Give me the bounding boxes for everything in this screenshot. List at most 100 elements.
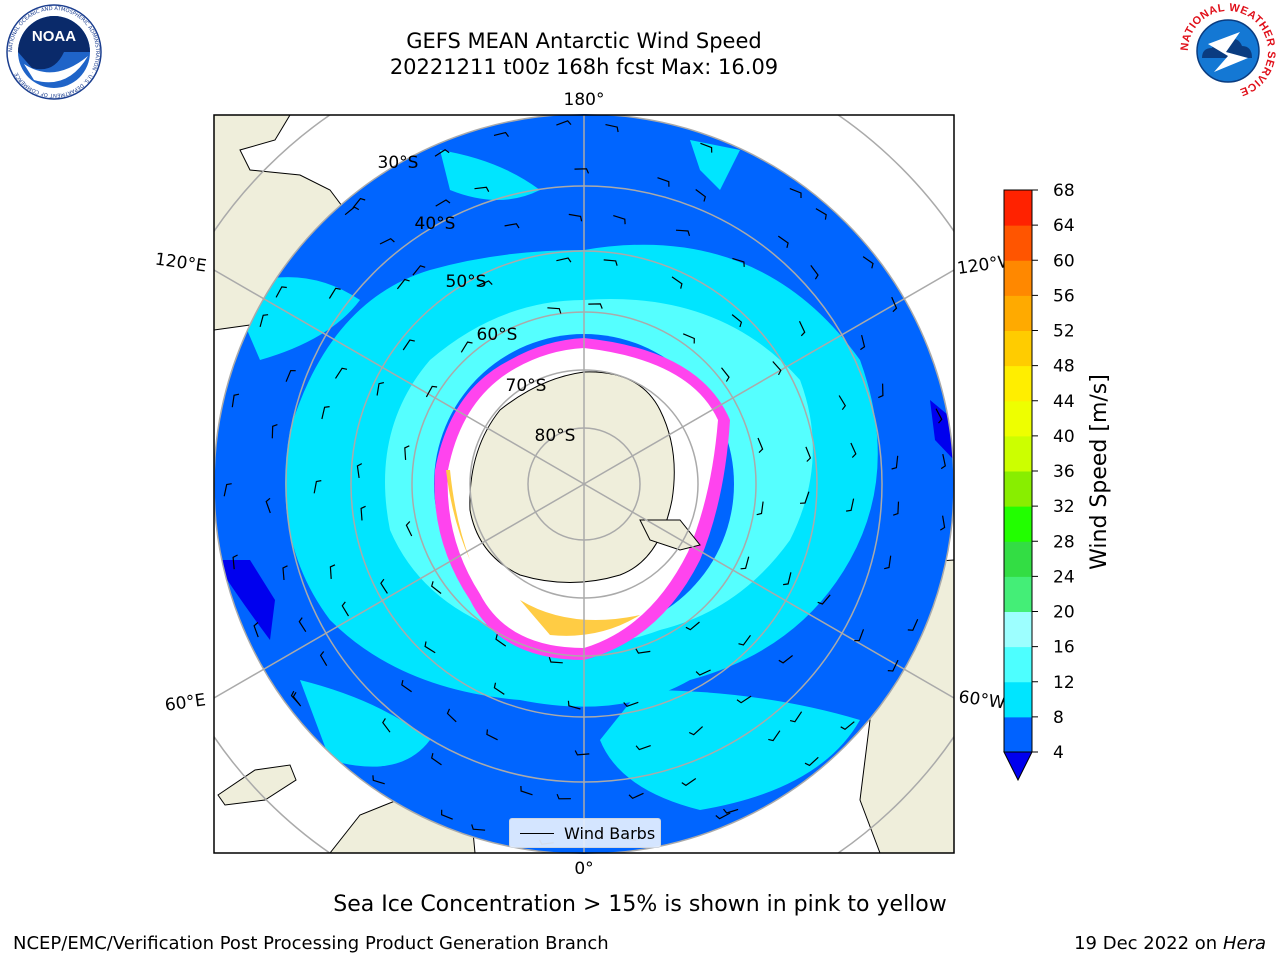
- wind-barb: [372, 775, 385, 785]
- wind-barb: [805, 446, 812, 462]
- wind-barb: [740, 556, 750, 570]
- wind-barb: [460, 341, 473, 353]
- wind-barb: [891, 296, 898, 313]
- wind-barb: [360, 505, 366, 521]
- wind-barb: [789, 711, 803, 723]
- wind-barb: [738, 634, 751, 646]
- wind-barb: [657, 177, 670, 187]
- lon-label-60e: 60°E: [164, 690, 207, 715]
- wind-barb: [356, 463, 363, 478]
- colorbar-tick-label: 48: [1053, 357, 1075, 377]
- wind-barb: [405, 521, 413, 537]
- wind-barb: [756, 501, 764, 516]
- colorbar-tick-label: 44: [1053, 392, 1075, 412]
- wind-barb: [574, 750, 590, 756]
- wind-barb: [313, 480, 322, 494]
- wind-barb: [884, 555, 892, 570]
- colorbar-label: Wind Speed [m/s]: [1087, 374, 1112, 570]
- wind-barb: [486, 729, 498, 741]
- lat-label-30s: 30°S: [378, 153, 419, 173]
- lat-label-70s: 70°S: [506, 376, 547, 396]
- wind-barb: [431, 753, 442, 766]
- wind-barb: [568, 213, 583, 222]
- wind-barb: [396, 278, 410, 290]
- wind-barb: [382, 718, 391, 733]
- wind-barb: [613, 215, 626, 225]
- wind-barb: [778, 655, 793, 664]
- colorbar-tick-label: 16: [1053, 638, 1075, 658]
- colorbar-segment: [1004, 506, 1032, 542]
- wind-barb: [434, 148, 450, 157]
- date-text: 19 Dec 2022 on Hera: [1074, 933, 1266, 954]
- wind-barb: [732, 257, 745, 267]
- wind-barb: [232, 554, 238, 570]
- wind-barb: [424, 641, 436, 654]
- wind-barb: [265, 497, 271, 514]
- wind-barb: [223, 483, 232, 497]
- wind-barb-legend: Wind Barbs: [509, 818, 661, 848]
- wind-barb: [685, 621, 700, 631]
- colorbar-segment: [1004, 400, 1032, 437]
- lat-label-80s: 80°S: [535, 426, 576, 446]
- wind-barb: [815, 208, 827, 220]
- wind-barb: [495, 634, 507, 647]
- colorbar-tick-label: 20: [1053, 603, 1075, 623]
- colorbar-segment: [1004, 260, 1032, 296]
- colorbar-extend: [1003, 751, 1033, 782]
- colorbar-tick-label: 52: [1053, 322, 1075, 342]
- noaa-logo: NOAA NATIONAL OCEANIC AND ATMOSPHERIC AD…: [6, 4, 102, 100]
- wind-barb: [574, 168, 590, 174]
- wind-barb: [695, 189, 706, 202]
- wind-barb: [772, 361, 782, 376]
- wind-barb: [789, 188, 802, 198]
- wind-barb: [783, 572, 792, 586]
- wind-barb: [379, 237, 395, 245]
- wind-barb: [471, 824, 486, 831]
- wind-barb: [891, 455, 899, 470]
- wind-barb: [860, 334, 866, 351]
- wind-barb: [715, 812, 731, 820]
- wind-barb: [474, 186, 490, 192]
- wind-barbs: [223, 120, 946, 845]
- date-value: 19 Dec 2022 on: [1074, 933, 1218, 954]
- wind-barb: [290, 690, 300, 705]
- wind-barb: [940, 453, 946, 470]
- map-subtitle: 20221211 t00z 168h fcst Max: 16.09: [389, 55, 779, 79]
- graticule: [214, 115, 954, 853]
- wind-barb: [817, 594, 831, 605]
- colorbar-segment: [1004, 681, 1032, 718]
- colorbar-tick-label: 40: [1053, 427, 1075, 447]
- wind-barb: [298, 617, 307, 633]
- wind-barb: [850, 442, 857, 458]
- colorbar-tick-label: 24: [1053, 567, 1075, 587]
- colorbar-segment: [1004, 611, 1032, 648]
- wind-barb: [556, 120, 572, 126]
- colorbar-tick-label: 64: [1053, 216, 1075, 236]
- wind-barb: [777, 235, 789, 248]
- colorbar-tick-label: 60: [1053, 251, 1075, 271]
- wind-barb: [688, 726, 704, 736]
- wind-barb: [556, 257, 572, 263]
- nws-logo: NATIONAL WEATHER SERVICE: [1179, 2, 1277, 98]
- colorbar-segment: [1004, 435, 1032, 472]
- wind-barb: [588, 303, 603, 309]
- colorbar-tick-label: 68: [1053, 181, 1075, 201]
- wind-barb: [939, 515, 946, 531]
- wind-barb: [380, 578, 388, 594]
- wind-barb: [671, 276, 683, 289]
- wind-barb: [768, 730, 781, 742]
- wind-barb: [721, 367, 730, 382]
- wind-barb: [681, 778, 697, 787]
- wind-barb: [838, 395, 847, 411]
- wind-barb: [401, 679, 412, 693]
- wind-barb: [547, 307, 562, 314]
- wind-barb: [907, 618, 919, 631]
- wind-barb: [282, 565, 288, 581]
- colorbar-segment: [1004, 541, 1032, 577]
- wind-barb: [736, 695, 752, 704]
- colorbar-segment: [1004, 330, 1032, 367]
- legend-label: Wind Barbs: [564, 823, 656, 843]
- machine-name: Hera: [1222, 933, 1266, 954]
- wind-barb: [810, 265, 819, 280]
- lat-label-40s: 40°S: [415, 214, 456, 234]
